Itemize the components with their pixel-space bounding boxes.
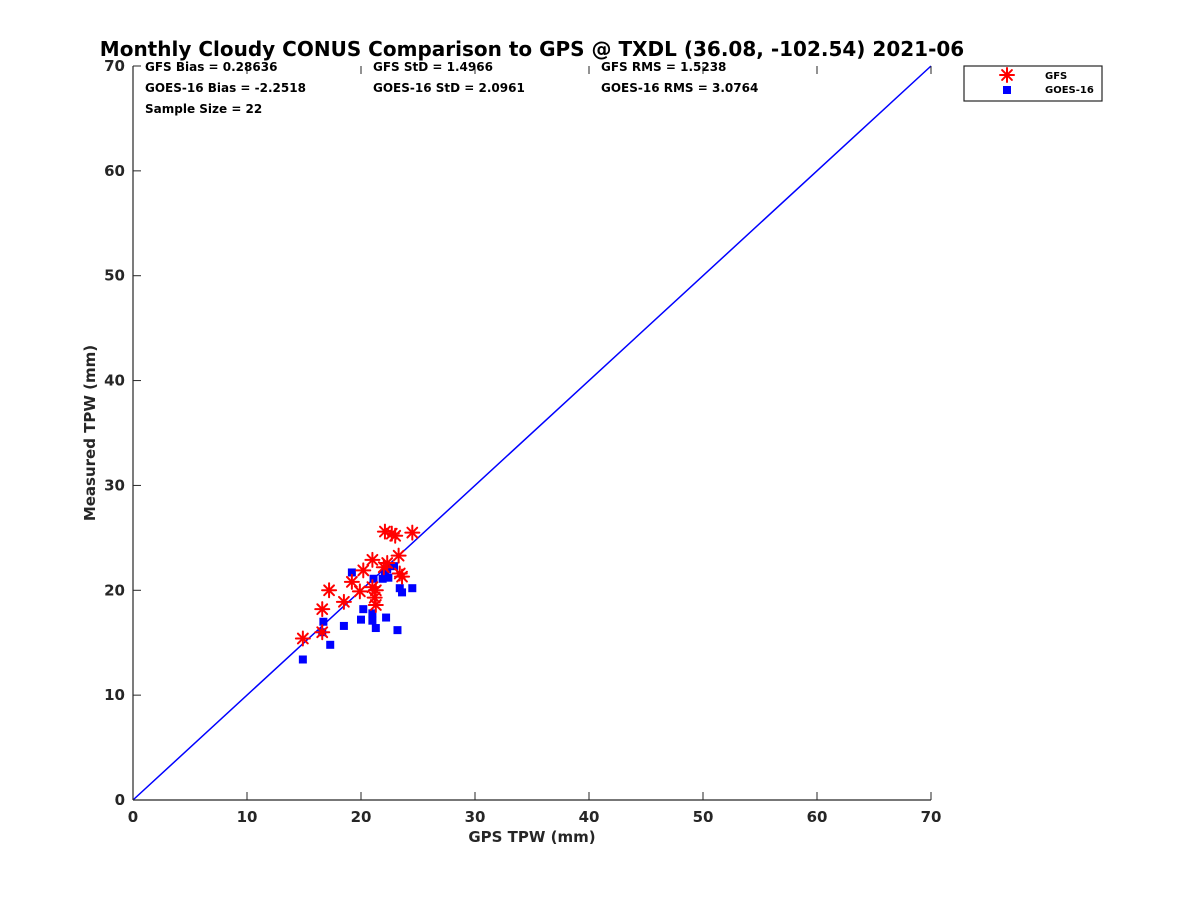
goes-point [369, 574, 378, 583]
legend-gfs-asterisk [999, 67, 1015, 83]
goes-point [319, 617, 328, 626]
gfs-point [364, 551, 381, 568]
gfs-point [355, 562, 372, 579]
gfs-point [314, 624, 331, 641]
goes-point [371, 624, 380, 633]
goes-point [408, 584, 417, 593]
goes-point [357, 615, 365, 624]
goes-std-text: GOES-16 StD = 2.0961 [373, 81, 525, 95]
legend-gfs-label: GFS [1045, 71, 1067, 82]
gfs-point [294, 630, 311, 647]
goes-point [339, 621, 348, 630]
gfs-point [335, 593, 352, 610]
gfs-point [387, 527, 404, 544]
goes-point [298, 655, 307, 664]
y-tick-label: 10 [104, 686, 125, 704]
legend-box [963, 65, 1103, 102]
goes-point [384, 573, 393, 582]
x-tick-label: 30 [465, 808, 486, 826]
goes-point [378, 574, 387, 583]
x-tick-label: 0 [128, 808, 138, 826]
legend: GFS GOES-16 [963, 65, 1103, 102]
goes-bias-text: GOES-16 Bias = -2.2518 [145, 81, 306, 95]
gfs-rms-text: GFS RMS = 1.5238 [601, 60, 726, 74]
legend-goes-square [1003, 86, 1011, 94]
goes-point [380, 569, 389, 578]
goes-point [398, 588, 407, 597]
y-tick-label: 70 [104, 57, 125, 75]
gfs-point [367, 582, 384, 599]
gfs-point [351, 583, 368, 600]
y-axis-label: Measured TPW (mm) [81, 345, 99, 521]
gfs-point [321, 582, 338, 599]
y-tick-label: 50 [104, 267, 125, 285]
x-axis-label: GPS TPW (mm) [468, 828, 595, 846]
gfs-point [379, 555, 396, 572]
x-tick-label: 50 [693, 808, 714, 826]
gfs-point [390, 547, 407, 564]
chart-title: Monthly Cloudy CONUS Comparison to GPS @… [100, 37, 964, 61]
y-tick-label: 0 [115, 791, 125, 809]
goes-point [368, 609, 377, 618]
y-tick-label: 60 [104, 162, 125, 180]
goes-point [395, 584, 404, 593]
x-tick-label: 10 [237, 808, 258, 826]
gfs-bias-text: GFS Bias = 0.28636 [145, 60, 277, 74]
gfs-point [404, 524, 421, 541]
x-tick-label: 70 [921, 808, 942, 826]
y-tick-label: 40 [104, 372, 125, 390]
goes-point [347, 568, 356, 577]
gfs-point [394, 568, 411, 585]
gfs-point [343, 573, 360, 590]
goes-point [382, 613, 391, 622]
y-tick-label: 30 [104, 476, 125, 494]
sample-size-text: Sample Size = 22 [145, 102, 262, 116]
x-tick-label: 40 [579, 808, 600, 826]
one-to-one-line [132, 65, 932, 801]
gfs-std-text: GFS StD = 1.4966 [373, 60, 493, 74]
gfs-point [367, 596, 384, 613]
x-tick-label: 60 [807, 808, 828, 826]
gfs-point [314, 601, 331, 618]
goes-point [390, 562, 399, 571]
goes-point [326, 640, 335, 649]
goes-point [368, 616, 377, 625]
goes-point [359, 605, 368, 614]
y-tick-label: 20 [104, 581, 125, 599]
goes-rms-text: GOES-16 RMS = 3.0764 [601, 81, 758, 95]
legend-goes-label: GOES-16 [1045, 85, 1094, 96]
x-tick-label: 20 [351, 808, 372, 826]
goes-point [393, 626, 402, 635]
legend-goes-marker [1003, 86, 1011, 94]
legend-gfs-marker [999, 67, 1015, 83]
